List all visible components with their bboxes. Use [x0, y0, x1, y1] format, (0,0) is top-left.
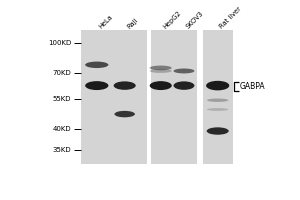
Text: 100KD: 100KD — [48, 40, 71, 46]
Bar — [152, 30, 197, 164]
Ellipse shape — [85, 81, 108, 90]
Bar — [80, 30, 147, 164]
Ellipse shape — [115, 111, 135, 117]
Text: Raji: Raji — [126, 17, 139, 30]
Text: HepG2: HepG2 — [162, 10, 182, 30]
Ellipse shape — [85, 62, 108, 68]
Ellipse shape — [207, 108, 228, 111]
Ellipse shape — [114, 81, 136, 90]
Text: Rat liver: Rat liver — [219, 6, 243, 30]
Ellipse shape — [173, 69, 194, 73]
Ellipse shape — [207, 127, 229, 135]
Text: HeLa: HeLa — [98, 14, 114, 30]
Text: GABPA: GABPA — [240, 82, 266, 91]
Ellipse shape — [206, 81, 229, 90]
Ellipse shape — [150, 66, 172, 70]
Ellipse shape — [207, 99, 228, 102]
Ellipse shape — [150, 69, 172, 73]
Text: 40KD: 40KD — [52, 126, 71, 132]
Text: SKOV3: SKOV3 — [185, 11, 205, 30]
Ellipse shape — [173, 81, 194, 90]
Text: 70KD: 70KD — [52, 70, 71, 76]
Text: 55KD: 55KD — [53, 96, 71, 102]
Text: 35KD: 35KD — [52, 147, 71, 153]
Bar — [202, 30, 233, 164]
Ellipse shape — [150, 81, 172, 90]
